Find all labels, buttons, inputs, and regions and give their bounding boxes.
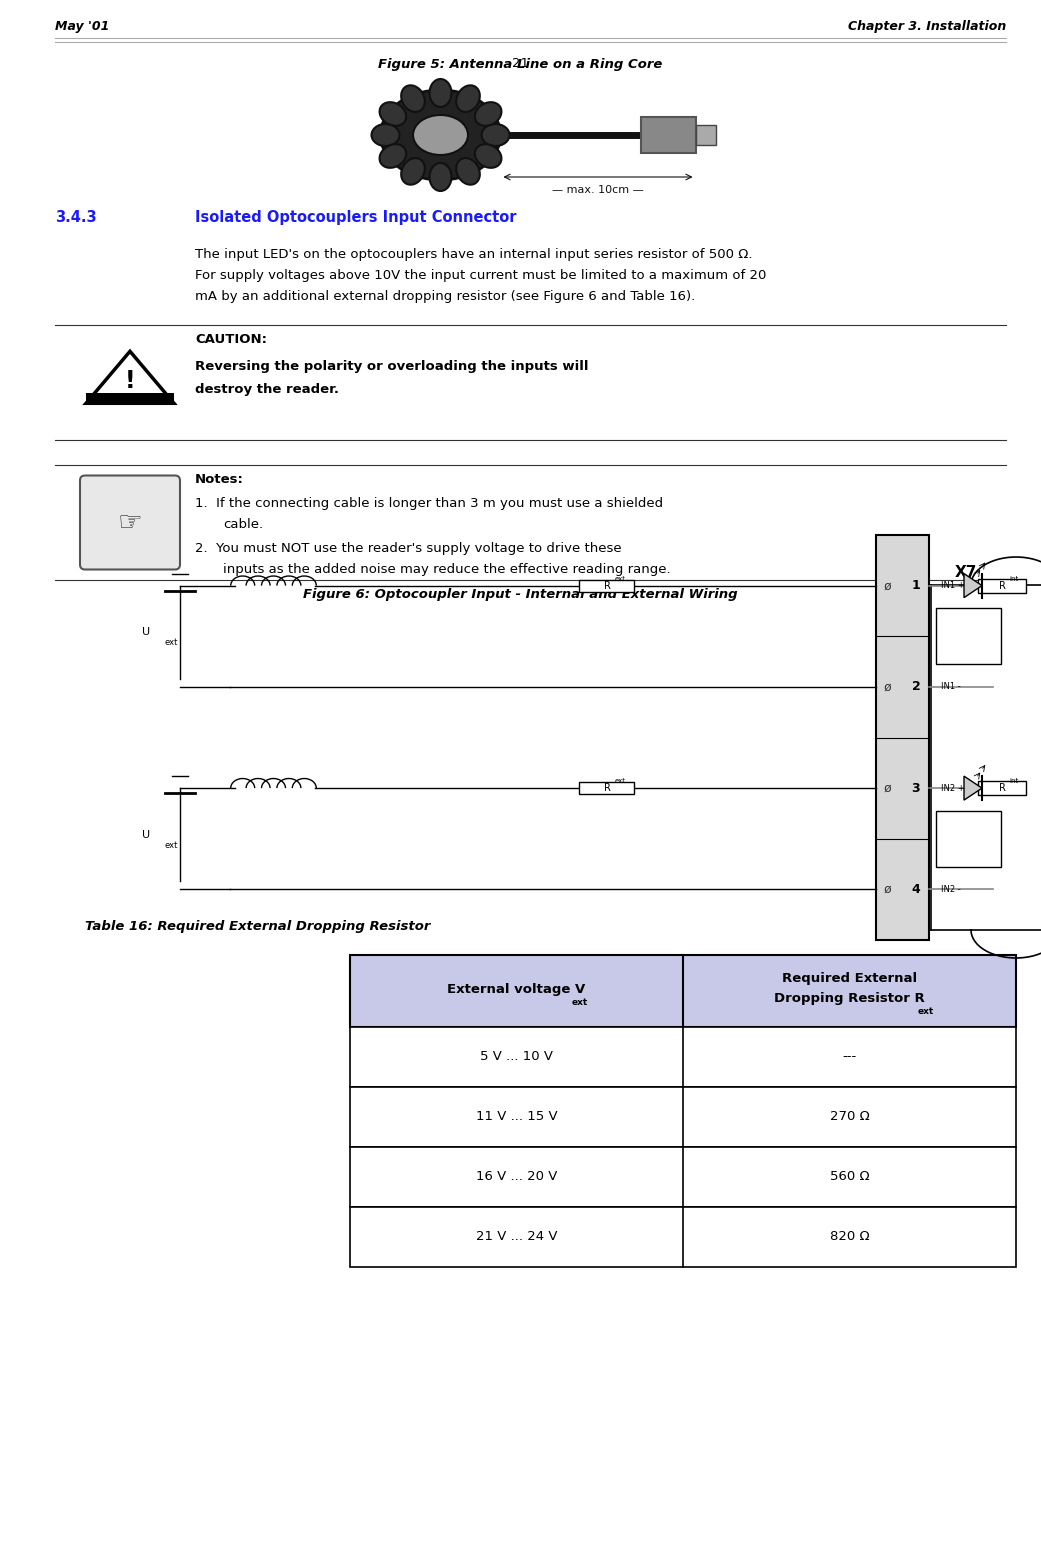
Text: 5 V ... 10 V: 5 V ... 10 V — [480, 1050, 553, 1063]
Text: ø: ø — [883, 781, 891, 795]
Text: Dropping Resistor R: Dropping Resistor R — [775, 992, 924, 1004]
Text: Figure 5: Antenna Line on a Ring Core: Figure 5: Antenna Line on a Ring Core — [378, 57, 663, 71]
Text: ext: ext — [917, 1007, 934, 1016]
Text: 2: 2 — [912, 681, 920, 693]
Text: ext: ext — [166, 639, 178, 647]
Text: 4: 4 — [912, 883, 920, 896]
Bar — [875, 535, 929, 941]
Text: !: ! — [125, 368, 135, 393]
Bar — [936, 608, 1001, 664]
Text: 1: 1 — [912, 579, 920, 593]
Text: ext: ext — [615, 575, 626, 582]
Bar — [350, 1207, 1016, 1267]
Polygon shape — [964, 574, 982, 597]
Ellipse shape — [482, 124, 509, 145]
Text: ext: ext — [572, 998, 588, 1007]
Ellipse shape — [475, 144, 502, 167]
Text: mA by an additional external dropping resistor (see Figure 6 and Table 16).: mA by an additional external dropping re… — [195, 289, 695, 303]
Text: The input LED's on the optocouplers have an internal input series resistor of 50: The input LED's on the optocouplers have… — [195, 248, 753, 261]
Bar — [936, 811, 1001, 866]
Polygon shape — [86, 393, 174, 404]
Text: Isolated Optocouplers Input Connector: Isolated Optocouplers Input Connector — [195, 210, 516, 224]
Text: U: U — [142, 627, 150, 637]
Text: Required External: Required External — [782, 972, 917, 984]
Text: R: R — [998, 580, 1006, 591]
Bar — [350, 1088, 1016, 1146]
Text: 3.4.3: 3.4.3 — [55, 210, 97, 224]
Ellipse shape — [430, 79, 452, 107]
Text: External voltage V: External voltage V — [448, 982, 586, 996]
Polygon shape — [964, 777, 982, 800]
Text: ø: ø — [883, 579, 891, 593]
Bar — [580, 580, 635, 591]
Ellipse shape — [380, 102, 406, 125]
Text: 11 V ... 15 V: 11 V ... 15 V — [476, 1111, 557, 1123]
Text: Figure 6: Optocoupler Input - Internal and External Wiring: Figure 6: Optocoupler Input - Internal a… — [303, 588, 738, 600]
Bar — [350, 954, 1016, 1027]
Ellipse shape — [456, 85, 480, 111]
Text: 560 Ω: 560 Ω — [830, 1171, 869, 1183]
Text: 16 V ... 20 V: 16 V ... 20 V — [476, 1171, 557, 1183]
Bar — [977, 579, 1026, 593]
Text: inputs as the added noise may reduce the effective reading range.: inputs as the added noise may reduce the… — [223, 563, 670, 575]
Text: Reversing the polarity or overloading the inputs will: Reversing the polarity or overloading th… — [195, 360, 588, 373]
Text: X7: X7 — [955, 565, 977, 580]
Ellipse shape — [430, 162, 452, 190]
Text: May '01: May '01 — [55, 20, 109, 32]
Bar — [640, 118, 695, 153]
Text: ø: ø — [883, 883, 891, 896]
Text: IN2 +: IN2 + — [941, 784, 965, 792]
Bar — [350, 1146, 1016, 1207]
Text: 270 Ω: 270 Ω — [830, 1111, 869, 1123]
Ellipse shape — [456, 158, 480, 184]
Ellipse shape — [380, 144, 406, 167]
Ellipse shape — [413, 114, 468, 155]
FancyBboxPatch shape — [80, 475, 180, 569]
Text: IN1 -: IN1 - — [941, 682, 961, 692]
Bar — [350, 1027, 1016, 1088]
Ellipse shape — [401, 85, 425, 111]
Text: — max. 10cm —: — max. 10cm — — [552, 186, 644, 195]
Ellipse shape — [372, 124, 400, 145]
Text: ---: --- — [842, 1050, 857, 1063]
Text: int: int — [1009, 575, 1018, 582]
Text: cable.: cable. — [223, 518, 263, 531]
Text: IN2 -: IN2 - — [941, 885, 961, 894]
Text: 21 V ... 24 V: 21 V ... 24 V — [476, 1230, 557, 1244]
Text: destroy the reader.: destroy the reader. — [195, 384, 339, 396]
Text: ext: ext — [166, 840, 178, 849]
Text: ø: ø — [883, 681, 891, 693]
Bar — [695, 125, 715, 145]
Text: R: R — [604, 783, 610, 794]
Text: ☞: ☞ — [118, 509, 143, 537]
Text: R: R — [998, 783, 1006, 794]
Text: int: int — [1009, 778, 1018, 784]
Text: For supply voltages above 10V the input current must be limited to a maximum of : For supply voltages above 10V the input … — [195, 269, 766, 282]
Bar — [977, 781, 1026, 795]
Text: 2.  You must NOT use the reader's supply voltage to drive these: 2. You must NOT use the reader's supply … — [195, 541, 621, 555]
Text: Chapter 3. Installation: Chapter 3. Installation — [847, 20, 1006, 32]
Text: 3: 3 — [912, 781, 920, 795]
Text: 21: 21 — [512, 57, 529, 70]
Text: U: U — [142, 829, 150, 840]
Text: 1.  If the connecting cable is longer than 3 m you must use a shielded: 1. If the connecting cable is longer tha… — [195, 497, 663, 511]
Bar — [580, 783, 635, 794]
Text: ext: ext — [615, 778, 626, 784]
Polygon shape — [86, 351, 174, 404]
Text: CAUTION:: CAUTION: — [195, 333, 266, 347]
Ellipse shape — [475, 102, 502, 125]
Ellipse shape — [381, 90, 501, 179]
Ellipse shape — [401, 158, 425, 184]
Text: Table 16: Required External Dropping Resistor: Table 16: Required External Dropping Res… — [85, 920, 430, 933]
Text: R: R — [604, 580, 610, 591]
Text: Notes:: Notes: — [195, 473, 244, 486]
Text: IN1 +: IN1 + — [941, 582, 965, 589]
Text: 820 Ω: 820 Ω — [830, 1230, 869, 1244]
